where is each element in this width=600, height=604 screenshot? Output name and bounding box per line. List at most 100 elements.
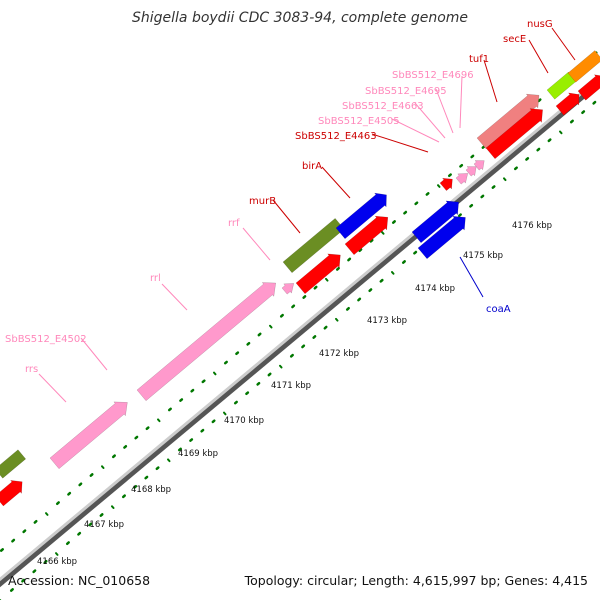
callout-leader-line [483,59,498,103]
tick-dot [111,505,115,509]
backbone-line-shadow [0,77,600,588]
tick-dot [289,353,294,358]
tick-dot [179,398,184,402]
genome-backbone [0,75,600,588]
tick-dot [312,335,317,339]
gene-label-murB[interactable]: murB [249,196,276,207]
kbp-scale-labels: 4166 kbp 4167 kbp 4168 kbp 4169 kbp 4170 kbp… [37,221,552,567]
tick-dot [302,295,307,299]
tick-dot [22,529,27,534]
gene-label-SbBS512_E4696[interactable]: SbBS512_E4696 [392,70,474,81]
tick-dot [547,138,552,143]
tick-dot [569,119,574,124]
tick-dot [335,317,339,322]
gene-label-birA[interactable]: birA [302,161,322,172]
genome-summary: Topology: circular; Length: 4,615,997 bp… [244,573,588,588]
tick-dot [101,465,105,469]
callout-leader-line [414,102,446,139]
tick-dot [9,588,14,592]
tick-dot [513,166,518,171]
kbp-tick-label: 4172 kbp [319,349,359,359]
gene-feature-SbBS512_E4663 [465,166,477,177]
gene-label-SbBS512_E4502[interactable]: SbBS512_E4502 [5,334,87,345]
callout-leader-line [391,118,440,143]
gene-label-SbBS512_E4695[interactable]: SbBS512_E4695 [365,86,447,97]
kbp-tick-label: 4174 kbp [415,284,455,294]
tick-dot [65,541,70,546]
tick-dot [447,173,452,178]
callout-leader-line [161,283,188,311]
gene-label-secE[interactable]: secE [503,34,526,45]
tick-dot [88,522,93,527]
kbp-tick-label: 4169 kbp [178,449,218,459]
tick-dot [200,428,205,433]
kbp-tick-label: 4176 kbp [512,221,552,231]
kbp-tick-label: 4173 kbp [367,316,407,326]
gene-feature-SbBS512_E4463 [439,177,453,192]
callout-leader-line [551,27,576,61]
tick-dot [279,313,284,318]
tick-dot [459,163,464,168]
tick-dot [167,458,171,463]
callout-leader-line [272,199,301,234]
kbp-tick-label: 4171 kbp [271,381,311,391]
gene-feature-cds [485,108,543,160]
tick-dot [313,285,318,290]
gene-label-rrl[interactable]: rrl [150,273,161,284]
tick-dot [89,473,94,477]
tick-dot [369,238,374,243]
callout-leader-line [435,88,454,134]
tick-dot [391,271,395,275]
tick-dot [223,360,228,365]
gene-label-SbBS512_E4663[interactable]: SbBS512_E4663 [342,101,424,112]
gene-label-coaA[interactable]: coaA [486,304,511,315]
callout-leader-line [459,75,463,129]
callout-leader-line [242,227,271,261]
tick-dot [121,494,126,499]
gene-label-SbBS512_E4505[interactable]: SbBS512_E4505 [318,116,400,127]
tick-dot [189,438,194,442]
tick-dot [358,248,363,253]
tick-dot [201,379,206,384]
gene-feature-coaA [417,215,466,260]
tick-dot [32,569,37,574]
genome-title: Shigella boydii CDC 3083-94, complete ge… [131,10,469,26]
gene-label-rrf[interactable]: rrf [228,218,240,229]
kbp-tick-label: 4166 kbp [37,557,77,567]
tick-dot [77,531,82,536]
tick-dot [368,288,373,293]
tick-dot [347,257,352,262]
tick-dot [99,513,104,517]
tick-dot [78,482,83,487]
backbone-line [0,75,600,582]
tick-dot [269,324,273,329]
tick-dot [301,344,306,349]
tick-dot [55,501,60,506]
callout-leader-line [459,256,484,298]
gene-label-tuf1[interactable]: tuf1 [469,54,489,65]
tick-dot [481,145,486,149]
gene-label-rrs[interactable]: rrs [25,364,38,375]
tick-dot [345,306,350,311]
tick-dot [525,157,530,161]
gene-feature-coaA [411,200,459,244]
gene-label-nusG[interactable]: nusG [527,19,553,30]
gene-feature-cds [577,74,600,101]
tick-dot [323,325,328,330]
tick-dot [0,548,4,552]
gene-feature-nusG [567,50,600,83]
gene-label-SbBS512_E4463[interactable]: SbBS512_E4463 [295,131,377,142]
tick-dot [357,297,362,302]
tick-dot [469,203,474,208]
tick-dot [470,154,475,159]
tick-dot [45,512,49,516]
tick-dot [211,419,216,424]
tick-dot [67,491,72,496]
tick-dot [133,485,138,489]
tick-dot [279,364,283,369]
tick-dot [325,277,329,282]
tick-dot [223,411,227,416]
tick-dot [403,210,408,215]
tick-dot [457,213,462,218]
